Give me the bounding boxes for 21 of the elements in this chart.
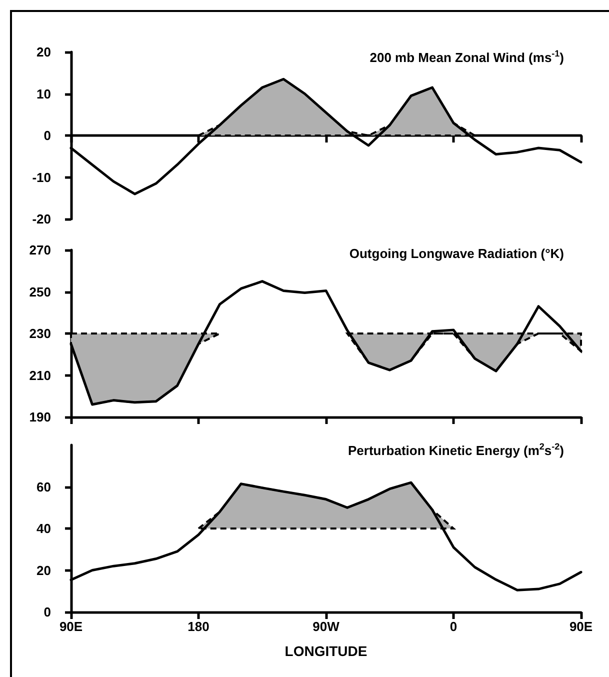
- y-tick-label: 10: [36, 86, 51, 102]
- y-tick-label: 190: [29, 410, 51, 424]
- y-tick-label: -20: [32, 212, 51, 226]
- y-tick-label: 40: [36, 521, 51, 536]
- y-tick-label: 0: [44, 128, 51, 143]
- chart-title: Outgoing Longwave Radiation (°K): [349, 246, 564, 261]
- y-tick-label: 60: [36, 479, 51, 494]
- x-tick-label: 180: [188, 619, 210, 634]
- x-tick-label: 0: [450, 619, 458, 634]
- y-tick-label: -10: [32, 170, 51, 185]
- x-axis-title: LONGITUDE: [284, 643, 368, 659]
- y-tick-label: 0: [44, 604, 51, 620]
- y-tick-label: 210: [29, 368, 51, 383]
- y-tick-label: 20: [36, 44, 51, 60]
- x-tick-label: 90E: [59, 619, 83, 634]
- x-tick-label: 90W: [312, 619, 340, 634]
- y-tick-label: 250: [29, 284, 51, 300]
- y-tick-label: 230: [29, 326, 51, 341]
- y-tick-label: 270: [29, 242, 51, 258]
- x-tick-label: 90E: [569, 619, 593, 634]
- y-tick-label: 20: [36, 562, 51, 578]
